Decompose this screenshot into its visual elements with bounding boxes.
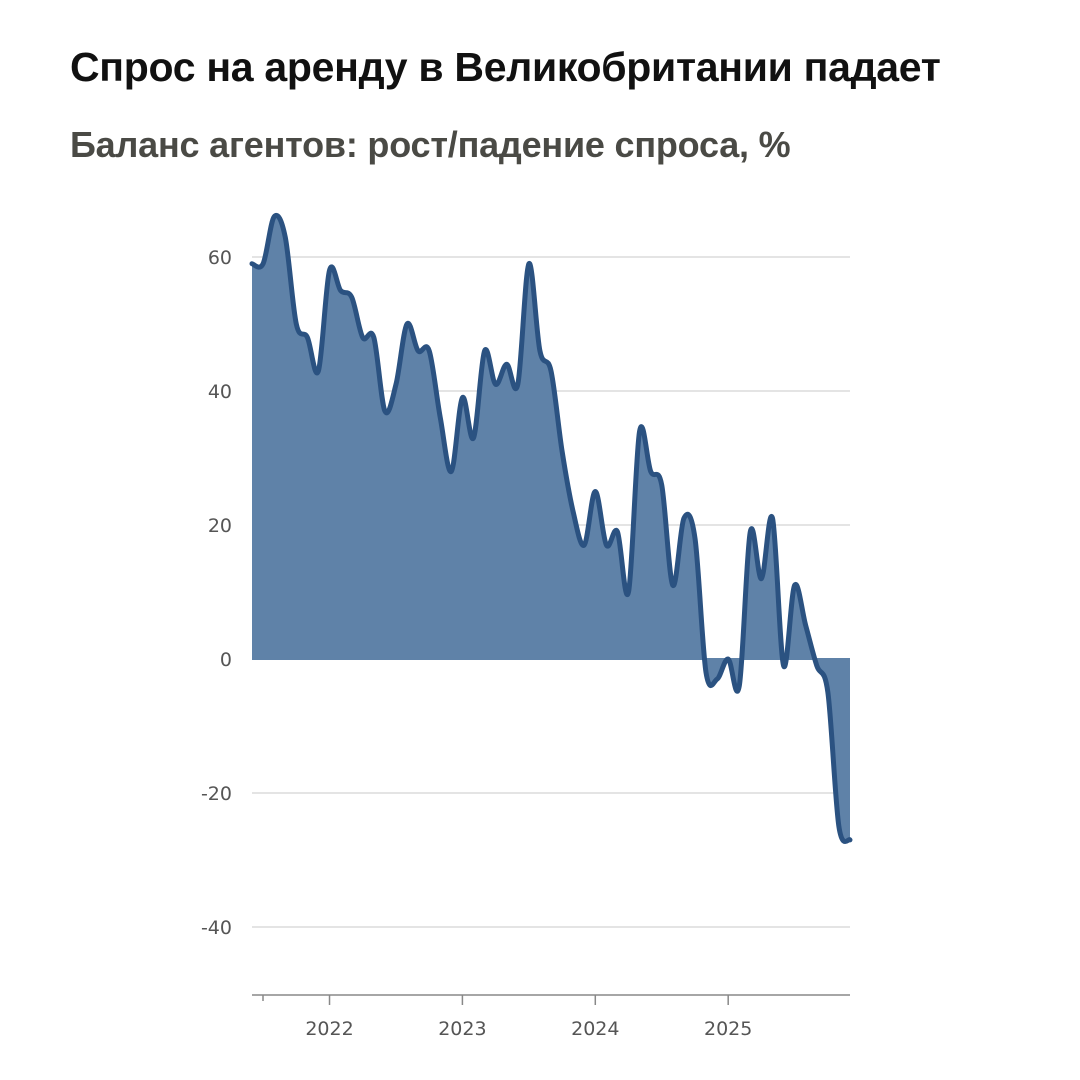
y-tick-label: 40: [208, 381, 232, 403]
x-tick-label: 2024: [571, 1018, 619, 1040]
y-tick-label: -20: [201, 783, 232, 805]
y-tick-label: 60: [208, 247, 232, 269]
area-fill: [252, 215, 850, 842]
series-line: [249, 213, 853, 845]
x-tick-label: 2023: [438, 1018, 486, 1040]
chart-subtitle: Баланс агентов: рост/падение спроса, %: [70, 124, 791, 165]
y-tick-label: 20: [208, 515, 232, 537]
x-tick-label: 2025: [704, 1018, 752, 1040]
y-tick-label: 0: [220, 649, 232, 671]
tick-labels: 60 40 20 0 -20 -40 2022 2023 2024 2025: [201, 247, 752, 1040]
y-tick-label: -40: [201, 917, 232, 939]
area-layer: [249, 213, 853, 845]
x-axis: [252, 994, 850, 1005]
x-tick-label: 2022: [305, 1018, 353, 1040]
chart-title: Спрос на аренду в Великобритании падает: [70, 44, 941, 90]
